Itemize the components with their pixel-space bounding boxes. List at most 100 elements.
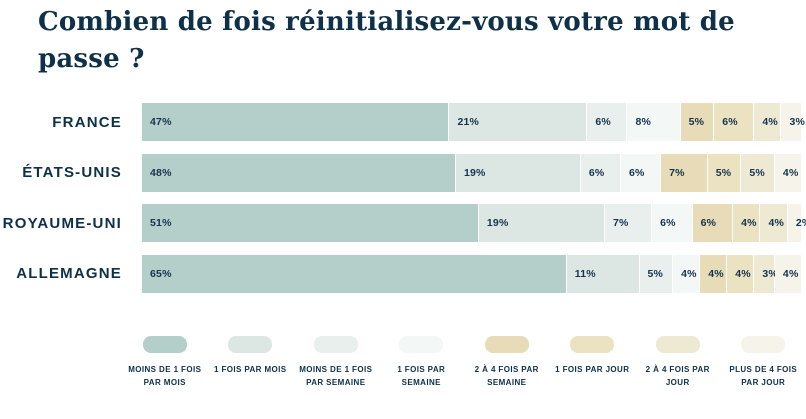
bar-segment: 6% <box>652 204 692 242</box>
legend-item: MOINS DE 1 FOIS PAR MOIS <box>122 336 208 389</box>
category-label: ALLEMAGNE <box>16 265 122 282</box>
legend-label: 2 À 4 FOIS PAR JOUR <box>645 365 710 388</box>
segment-value: 4% <box>782 166 799 179</box>
legend-color-swatch <box>313 336 358 353</box>
bar-segment: 65% <box>142 254 566 293</box>
bar-segment: 5% <box>680 103 714 141</box>
segment-value: 2% <box>795 217 806 229</box>
legend-color-swatch <box>655 336 700 353</box>
category-label: ROYAUME-UNI <box>2 214 122 232</box>
segment-value: 4% <box>768 217 785 229</box>
bar-segment: 4% <box>754 103 781 141</box>
bar-segment: 6% <box>714 103 754 141</box>
legend-label: 1 FOIS PAR SEMAINE <box>397 365 446 388</box>
legend-label: 1 FOIS PAR JOUR <box>555 365 630 374</box>
bar-segment: 4% <box>760 204 787 242</box>
chart-legend: MOINS DE 1 FOIS PAR MOIS 1 FOIS PAR MOIS M… <box>122 336 806 389</box>
segment-value: 5% <box>715 166 732 179</box>
segment-value: 48% <box>150 166 172 179</box>
bar-segment: 4% <box>774 153 801 192</box>
segment-value: 6% <box>722 116 738 128</box>
segment-value: 4% <box>735 267 751 280</box>
bar-segment: 51% <box>142 204 478 242</box>
legend-label: MOINS DE 1 FOIS PAR MOIS <box>128 365 202 388</box>
bar-segment: 4% <box>733 204 760 242</box>
segment-value: 6% <box>628 166 645 179</box>
segment-value: 4% <box>708 267 724 280</box>
segment-value: 6% <box>588 166 605 179</box>
legend-label: 1 FOIS PAR MOIS <box>213 365 287 374</box>
bar-segment: 6% <box>580 153 620 192</box>
segment-value: 51% <box>150 217 172 229</box>
segment-value: 6% <box>660 217 676 229</box>
legend-label: PLUS DE 4 FOIS PAR JOUR <box>729 365 798 388</box>
bar-segment: 3% <box>781 103 805 141</box>
segment-value: 7% <box>669 166 685 179</box>
legend-color-swatch <box>484 336 529 353</box>
bar-segment: 5% <box>741 153 774 192</box>
segment-value: 19% <box>463 166 486 179</box>
bar-segment: 7% <box>661 153 707 192</box>
segment-value: 5% <box>688 116 705 128</box>
legend-item: 1 FOIS PAR JOUR <box>550 336 636 389</box>
bar-segment: 5% <box>707 153 741 192</box>
legend-item: 2 À 4 FOIS PAR JOUR <box>635 336 721 389</box>
segment-value: 3% <box>762 267 778 280</box>
segment-value: 6% <box>595 116 611 128</box>
bar-segment: 6% <box>692 204 733 242</box>
bar-segment: 4% <box>673 254 700 293</box>
bar-segment: 48% <box>142 153 455 192</box>
legend-item: PLUS DE 4 FOIS PAR JOUR <box>721 336 806 389</box>
legend-label: 2 À 4 FOIS PAR SEMAINE <box>474 365 539 388</box>
chart-row: ÉTATS-UNIS 48% 19% 6% 6% 7% 5% 5% 4% <box>0 153 801 192</box>
chart-row: ROYAUME-UNI 51% 19% 7% 6% 6% 4% 4% 2% <box>0 204 806 242</box>
chart-row: ALLEMAGNE 65% 11% 5% 4% 4% 4% 3% 4% <box>0 254 801 293</box>
bar-segment: 4% <box>727 254 754 293</box>
legend-color-swatch <box>570 336 615 353</box>
legend-color-swatch <box>399 336 444 353</box>
stacked-bar: 65% 11% 5% 4% 4% 4% 3% 4% <box>142 254 801 293</box>
bar-segment: 8% <box>627 103 680 141</box>
legend-item: 1 FOIS PAR MOIS <box>208 336 294 389</box>
category-label: FRANCE <box>52 113 122 131</box>
bar-segment: 19% <box>455 153 580 192</box>
stacked-bar-chart: FRANCE 47% 21% 6% 8% 5% 6% 4% 3% ÉTATS-UNIS 48% 19%… <box>0 103 806 293</box>
bar-segment: 21% <box>449 103 587 141</box>
segment-value: 4% <box>762 116 778 128</box>
segment-value: 19% <box>486 217 509 229</box>
bar-segment: 11% <box>566 254 639 293</box>
legend-color-swatch <box>142 336 187 353</box>
bar-segment: 4% <box>774 254 801 293</box>
bar-segment: 19% <box>478 204 604 242</box>
bar-segment: 6% <box>587 103 627 141</box>
segment-value: 4% <box>782 267 799 280</box>
segment-value: 4% <box>741 217 757 229</box>
segment-value: 47% <box>150 116 172 128</box>
segment-value: 11% <box>574 267 596 280</box>
legend-color-swatch <box>741 336 786 353</box>
segment-value: 65% <box>150 267 172 280</box>
segment-value: 5% <box>749 166 765 179</box>
stacked-bar: 48% 19% 6% 6% 7% 5% 5% 4% <box>142 153 801 192</box>
stacked-bar: 47% 21% 6% 8% 5% 6% 4% 3% <box>142 103 805 141</box>
bar-segment: 6% <box>620 153 661 192</box>
stacked-bar: 51% 19% 7% 6% 6% 4% 4% 2% <box>142 204 806 242</box>
bar-segment: 4% <box>700 254 727 293</box>
legend-item: MOINS DE 1 FOIS PAR SEMAINE <box>293 336 379 389</box>
segment-value: 8% <box>635 116 652 128</box>
chart-row: FRANCE 47% 21% 6% 8% 5% 6% 4% 3% <box>0 103 805 141</box>
bar-segment: 5% <box>639 254 673 293</box>
legend-color-swatch <box>228 336 273 353</box>
legend-label: MOINS DE 1 FOIS PAR SEMAINE <box>299 365 373 388</box>
bar-segment: 3% <box>754 254 778 293</box>
segment-value: 21% <box>457 116 480 128</box>
category-label: ÉTATS-UNIS <box>22 164 122 181</box>
segment-value: 3% <box>789 116 806 128</box>
bar-segment: 47% <box>142 103 449 141</box>
legend-item: 1 FOIS PAR SEMAINE <box>379 336 465 389</box>
chart-title: Combien de fois réinitialisez-vous votre… <box>38 7 735 74</box>
legend-item: 2 À 4 FOIS PAR SEMAINE <box>464 336 550 389</box>
segment-value: 4% <box>681 267 697 280</box>
segment-value: 5% <box>647 267 664 280</box>
